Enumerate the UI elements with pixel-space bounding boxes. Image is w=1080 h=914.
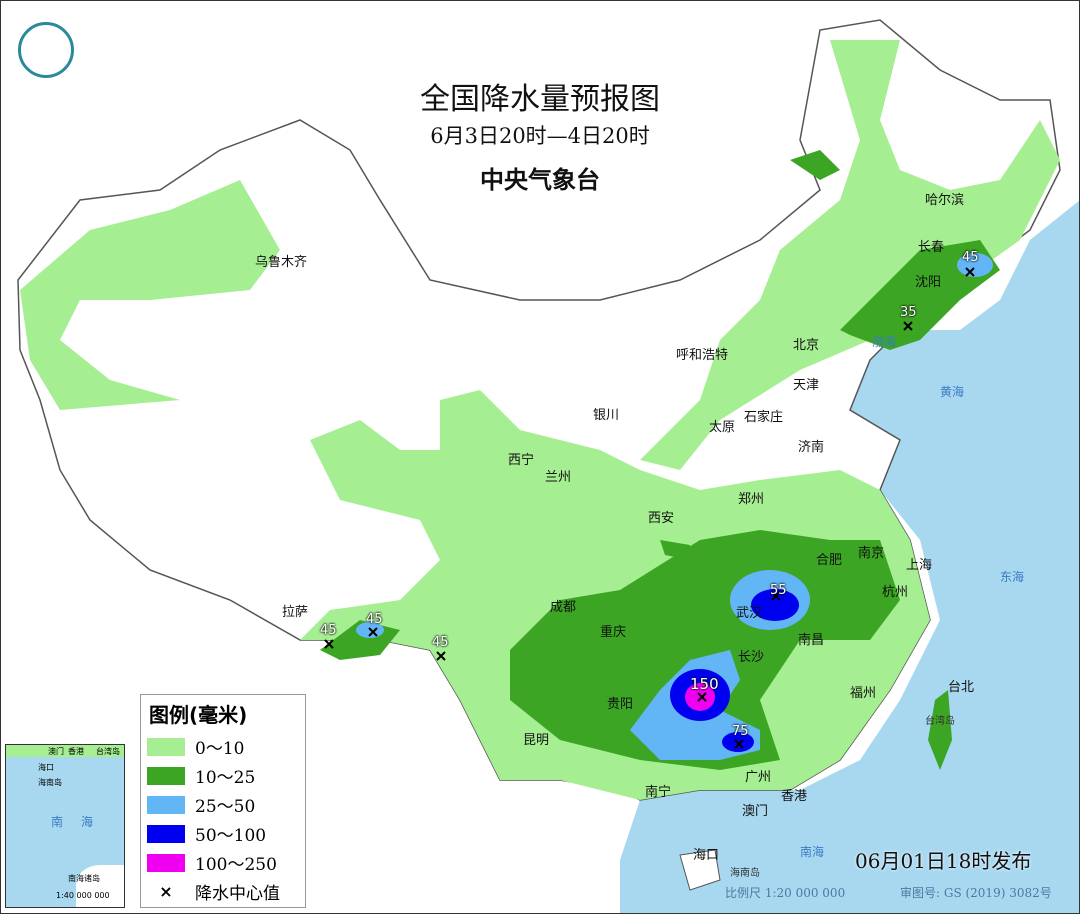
city-label: 沈阳 xyxy=(915,275,942,290)
city-label: 天津 xyxy=(793,378,820,393)
forecast-period: 6月3日20时—4日20时 xyxy=(430,124,650,148)
city-label: 合肥 xyxy=(816,553,843,568)
map-scale: 比例尺 1:20 000 000 xyxy=(725,886,846,900)
legend-label: 10～25 xyxy=(195,768,256,788)
city-label: 北京 xyxy=(793,338,820,353)
precip-value: 55 xyxy=(770,583,787,598)
legend-item: 10～25 xyxy=(147,761,305,790)
precip-value: 45 xyxy=(366,612,383,627)
city-label: 太原 xyxy=(709,420,736,435)
island-label: 海南岛 xyxy=(730,868,760,879)
city-label: 台北 xyxy=(948,680,975,695)
hainan-island xyxy=(679,849,721,891)
taiwan-island xyxy=(928,690,952,770)
legend-label: 降水中心值 xyxy=(195,884,280,904)
city-label: 南京 xyxy=(858,546,885,561)
issue-time: 06月01日18时发布 xyxy=(855,849,1032,873)
city-label: 乌鲁木齐 xyxy=(255,255,308,270)
rain-100-250 xyxy=(685,683,715,711)
inset-label: 台湾岛 xyxy=(96,747,120,756)
legend-label: 0～10 xyxy=(195,739,245,759)
city-label: 贵阳 xyxy=(607,697,634,712)
city-label: 拉萨 xyxy=(282,605,309,620)
legend-item: 25～50 xyxy=(147,790,305,819)
city-label: 银川 xyxy=(593,408,620,423)
legend-title: 图例(毫米) xyxy=(149,703,248,727)
south-china-sea-inset: 澳门 香港 台湾岛 海口 海南岛 南海 南海诸岛 1:40 000 000 xyxy=(5,744,125,908)
map-title: 全国降水量预报图 xyxy=(420,82,660,117)
legend-label: 100～250 xyxy=(195,855,277,875)
city-label: 石家庄 xyxy=(744,410,784,425)
city-label: 西宁 xyxy=(508,453,535,468)
legend-item: 100～250 xyxy=(147,848,305,877)
city-label: 澳门 xyxy=(742,804,769,819)
city-label: 重庆 xyxy=(600,625,627,640)
precip-center-markers xyxy=(324,267,975,749)
inset-label: 海口 xyxy=(38,763,54,772)
inset-label: 海南岛 xyxy=(38,778,62,787)
city-label: 昆明 xyxy=(523,733,550,748)
inset-label: 澳门 xyxy=(48,747,64,756)
sea-label: 黄海 xyxy=(940,385,965,399)
precip-value: 45 xyxy=(432,635,449,650)
sea-label: 东海 xyxy=(1000,570,1025,584)
island-label: 台湾岛 xyxy=(925,716,955,727)
city-label: 西安 xyxy=(648,511,675,526)
legend-label: 50～100 xyxy=(195,826,267,846)
precip-value: 45 xyxy=(962,250,979,265)
issuer: 中央气象台 xyxy=(480,165,600,194)
precip-value: 45 xyxy=(320,623,337,638)
city-label: 广州 xyxy=(745,770,772,785)
precip-value: 75 xyxy=(732,724,749,739)
inset-label: 南海诸岛 xyxy=(68,874,100,883)
city-label: 呼和浩特 xyxy=(676,348,729,363)
legend-item: 50～100 xyxy=(147,819,305,848)
city-label: 成都 xyxy=(550,600,577,615)
cma-logo xyxy=(18,22,74,78)
city-label: 海口 xyxy=(693,848,720,863)
city-label: 哈尔滨 xyxy=(925,193,965,208)
inset-scale: 1:40 000 000 xyxy=(56,891,110,900)
sea-label: 渤海 xyxy=(872,335,897,349)
city-label: 香港 xyxy=(781,789,808,804)
legend-item: × 降水中心值 xyxy=(147,877,305,906)
legend: 图例(毫米) 0～10 10～25 25～50 50～100 100～250 ×… xyxy=(140,694,306,908)
precip-value: 150 xyxy=(690,675,719,693)
legend-label: 25～50 xyxy=(195,797,256,817)
city-label: 南宁 xyxy=(645,785,672,800)
city-label: 兰州 xyxy=(545,470,572,485)
inset-label: 香港 xyxy=(68,747,84,756)
city-label: 武汉 xyxy=(736,606,763,621)
sea-label: 南海 xyxy=(800,845,825,859)
cross-icon: × xyxy=(159,881,173,901)
map-approval-number: 审图号: GS (2019) 3082号 xyxy=(900,886,1052,900)
city-label: 长春 xyxy=(918,240,945,255)
city-label: 长沙 xyxy=(738,650,765,665)
sea-area xyxy=(620,200,1080,914)
inset-label: 南海 xyxy=(51,815,112,829)
city-label: 济南 xyxy=(798,440,825,455)
city-label: 南昌 xyxy=(798,633,825,648)
precip-value: 35 xyxy=(900,305,917,320)
city-label: 福州 xyxy=(850,686,877,701)
legend-item: 0～10 xyxy=(147,732,305,761)
city-label: 上海 xyxy=(906,558,933,573)
city-label: 杭州 xyxy=(882,585,909,600)
city-label: 郑州 xyxy=(738,492,765,507)
